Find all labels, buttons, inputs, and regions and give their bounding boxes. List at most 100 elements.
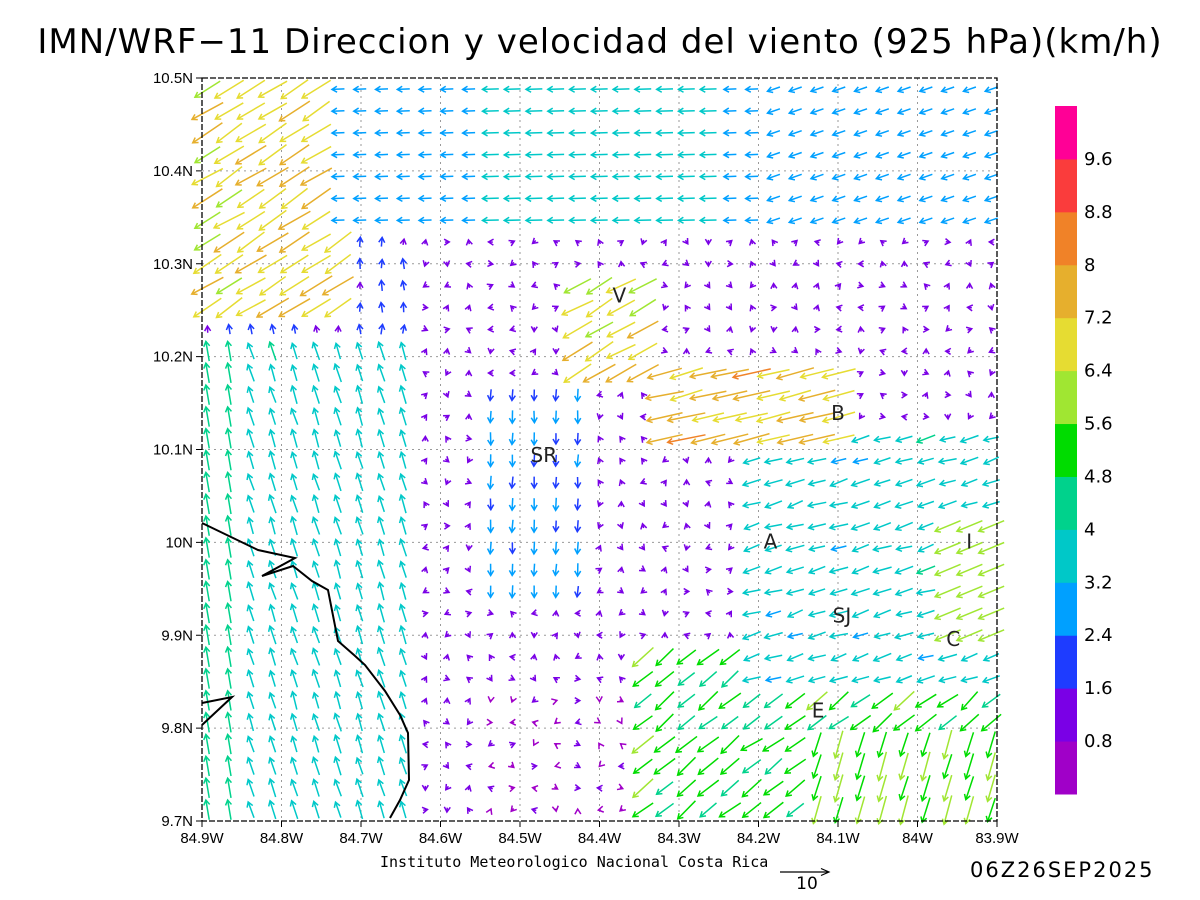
wind-vector bbox=[378, 301, 386, 313]
wind-vector bbox=[962, 173, 977, 181]
wind-vector bbox=[398, 800, 407, 819]
wind-vector bbox=[873, 676, 891, 684]
wind-vector bbox=[563, 363, 592, 383]
wind-vector bbox=[289, 407, 299, 425]
wind-vector bbox=[809, 217, 824, 225]
wind-vector bbox=[704, 346, 713, 354]
wind-vector bbox=[756, 434, 790, 445]
wind-vector bbox=[791, 346, 799, 354]
wind-vector bbox=[300, 233, 332, 251]
wind-vector bbox=[983, 173, 998, 181]
wind-vector bbox=[333, 406, 342, 426]
wind-vector bbox=[962, 195, 977, 203]
wind-vector bbox=[611, 216, 630, 224]
wind-vector bbox=[831, 86, 846, 94]
wind-vector bbox=[725, 523, 733, 531]
wind-vector bbox=[395, 216, 410, 224]
wind-vector bbox=[378, 322, 386, 335]
wind-vector bbox=[551, 368, 559, 376]
wind-vector bbox=[595, 567, 603, 575]
wind-vector bbox=[654, 802, 675, 818]
wind-vector bbox=[617, 260, 626, 268]
wind-vector bbox=[732, 432, 770, 446]
wind-vector bbox=[300, 123, 332, 143]
wind-vector bbox=[376, 755, 386, 776]
wind-vector bbox=[377, 494, 386, 513]
wind-vector bbox=[785, 457, 805, 465]
wind-vector bbox=[850, 478, 871, 488]
wind-vector bbox=[531, 237, 539, 245]
wind-vector bbox=[224, 339, 233, 362]
wind-vector bbox=[420, 392, 428, 400]
wind-vector bbox=[916, 675, 935, 684]
wind-vector bbox=[311, 800, 320, 819]
wind-vector bbox=[374, 151, 389, 159]
wind-vector bbox=[442, 456, 450, 463]
wind-vector bbox=[268, 407, 277, 425]
wind-vector bbox=[464, 346, 472, 354]
x-tick-label: 84.2W bbox=[737, 830, 781, 847]
wind-vector bbox=[985, 731, 996, 759]
wind-vector bbox=[464, 477, 473, 485]
wind-vector bbox=[531, 368, 539, 376]
wind-vector bbox=[333, 778, 343, 797]
wind-vector bbox=[872, 566, 892, 575]
wind-vector bbox=[828, 610, 849, 619]
wind-vector bbox=[770, 282, 778, 290]
wind-vector bbox=[645, 412, 683, 424]
wind-vector bbox=[302, 100, 331, 122]
wind-vector bbox=[203, 711, 211, 733]
wind-vector bbox=[290, 341, 298, 360]
wind-vector bbox=[722, 194, 737, 203]
wind-vector bbox=[311, 537, 321, 557]
wind-vector bbox=[258, 209, 287, 231]
station-label: E bbox=[812, 698, 825, 722]
wind-vector bbox=[963, 753, 975, 781]
wind-vector bbox=[439, 85, 454, 93]
wind-vector bbox=[941, 774, 953, 803]
wind-vector bbox=[574, 761, 582, 769]
wind-vector bbox=[530, 498, 538, 512]
wind-vector bbox=[530, 432, 538, 447]
wind-vector bbox=[741, 778, 762, 798]
wind-vector bbox=[257, 102, 288, 120]
wind-vector bbox=[234, 144, 267, 165]
wind-vector bbox=[798, 412, 835, 424]
wind-vector bbox=[465, 260, 473, 268]
wind-vector bbox=[465, 740, 473, 748]
wind-vector bbox=[857, 281, 865, 289]
wind-vector bbox=[967, 346, 974, 354]
wind-vector bbox=[203, 754, 211, 777]
wind-vector bbox=[374, 129, 389, 137]
wind-vector bbox=[744, 107, 759, 115]
wind-vector bbox=[787, 173, 802, 181]
wind-vector bbox=[486, 541, 495, 556]
wind-vector bbox=[311, 647, 321, 666]
wind-vector bbox=[203, 324, 212, 333]
wind-vector bbox=[977, 629, 1005, 643]
wind-vector bbox=[421, 477, 428, 485]
wind-vector bbox=[277, 210, 311, 230]
wind-vector bbox=[722, 85, 737, 93]
wind-vector bbox=[465, 413, 473, 421]
wind-vector bbox=[568, 172, 586, 181]
station-label: SR bbox=[531, 443, 558, 467]
wind-vector bbox=[290, 473, 298, 491]
wind-vector bbox=[726, 477, 734, 485]
wind-vector bbox=[617, 240, 625, 247]
wind-vector bbox=[830, 653, 847, 662]
wind-vector bbox=[937, 457, 957, 465]
wind-vector bbox=[508, 348, 517, 356]
wind-vector bbox=[940, 129, 955, 137]
wind-vector bbox=[289, 712, 298, 732]
wind-vector bbox=[355, 472, 364, 492]
wind-vector bbox=[486, 563, 495, 577]
wind-vector bbox=[874, 86, 890, 94]
wind-vector bbox=[831, 151, 846, 159]
wind-vector bbox=[508, 325, 517, 333]
wind-vector bbox=[355, 384, 364, 404]
wind-vector bbox=[398, 778, 408, 797]
wind-vector bbox=[258, 275, 287, 296]
wind-vector bbox=[916, 632, 935, 640]
